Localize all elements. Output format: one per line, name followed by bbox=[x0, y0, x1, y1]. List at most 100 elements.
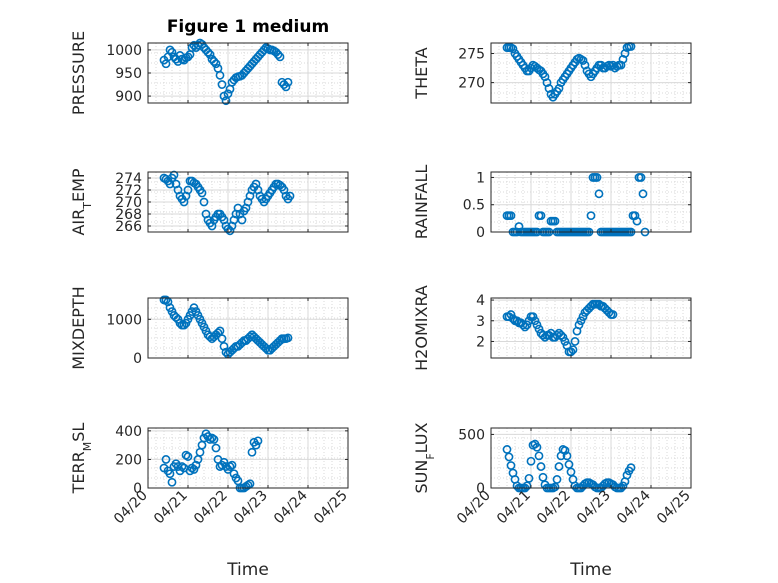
y-tick-label: 400 bbox=[115, 424, 142, 440]
y-tick-label: 500 bbox=[458, 427, 485, 443]
data-point bbox=[550, 216, 560, 226]
data-point bbox=[251, 440, 261, 450]
data-point bbox=[273, 50, 283, 59]
data-point bbox=[532, 320, 542, 330]
y-tick-label: 950 bbox=[115, 66, 142, 82]
axes-box bbox=[490, 171, 692, 233]
x-tick-label: 04/22 bbox=[191, 488, 231, 528]
y-axis-label: SUNFLUX bbox=[412, 422, 437, 493]
data-point bbox=[578, 312, 588, 322]
data-point bbox=[217, 334, 227, 344]
data-point bbox=[223, 89, 233, 99]
y-tick-label: 1 bbox=[476, 170, 485, 186]
data-point bbox=[526, 456, 536, 466]
y-axis-label: PRESSURE bbox=[69, 31, 88, 115]
data-point bbox=[594, 189, 604, 199]
data-point bbox=[229, 469, 239, 479]
data-point bbox=[558, 332, 568, 342]
y-axis-label: RAINFALL bbox=[412, 165, 431, 240]
x-tick-label: 04/24 bbox=[271, 487, 311, 527]
data-point bbox=[524, 473, 534, 483]
y-tick-label: 900 bbox=[115, 89, 142, 105]
data-point bbox=[207, 433, 217, 443]
data-point bbox=[191, 460, 201, 470]
y-axis-label: H2OMIXRA bbox=[412, 285, 431, 371]
data-point bbox=[243, 480, 253, 490]
figure-title: Figure 1 medium bbox=[167, 17, 329, 37]
data-point bbox=[189, 465, 199, 474]
data-point bbox=[560, 337, 570, 346]
data-point bbox=[169, 170, 179, 180]
subplot-4: 0 0.5 1 RAINFALL bbox=[412, 165, 692, 241]
data-point bbox=[237, 215, 247, 225]
data-point bbox=[195, 447, 205, 457]
y-tick-label: 268 bbox=[115, 207, 142, 223]
y-tick-label: 4 bbox=[476, 293, 485, 309]
data-point bbox=[245, 479, 255, 489]
data-point bbox=[622, 470, 632, 480]
data-point bbox=[554, 462, 564, 471]
data-point bbox=[211, 59, 221, 69]
y-axis-label: TERRMSL bbox=[69, 423, 94, 495]
x-tick-label: 04/20 bbox=[454, 488, 494, 528]
y-tick-label: 270 bbox=[115, 195, 142, 211]
data-point bbox=[275, 52, 285, 62]
data-point bbox=[506, 461, 516, 470]
axes-box bbox=[490, 297, 692, 359]
data-point bbox=[514, 222, 524, 231]
y-tick-label: 0 bbox=[133, 351, 142, 367]
data-point bbox=[534, 324, 544, 334]
data-point bbox=[564, 460, 574, 469]
data-point bbox=[283, 77, 293, 87]
data-point bbox=[536, 211, 546, 221]
axes-box bbox=[147, 427, 349, 489]
data-point bbox=[215, 70, 225, 80]
data-point bbox=[219, 457, 229, 467]
x-axis-label: Time bbox=[569, 560, 612, 580]
x-tick-label: 04/23 bbox=[574, 488, 614, 528]
x-tick-label: 04/25 bbox=[311, 488, 351, 528]
data-point bbox=[227, 460, 237, 470]
data-point bbox=[608, 310, 618, 319]
data-point bbox=[520, 322, 530, 332]
data-point bbox=[167, 47, 177, 57]
axes-box bbox=[147, 297, 349, 359]
x-tick-label: 04/22 bbox=[534, 488, 574, 528]
data-point bbox=[165, 45, 175, 55]
data-point bbox=[532, 442, 542, 452]
data-point bbox=[552, 475, 562, 484]
subplot-7: 0 200 400 04/20 04/21 04/22 04/23 04/24 04/25 Tim… bbox=[69, 423, 351, 580]
data-point bbox=[618, 481, 628, 491]
data-point bbox=[592, 173, 602, 182]
data-point bbox=[203, 47, 213, 57]
subplot-2: 270 275 THETA bbox=[412, 42, 692, 104]
data-point bbox=[630, 211, 640, 221]
x-axis-label: Time bbox=[226, 560, 269, 580]
data-point bbox=[161, 455, 171, 464]
data-point bbox=[225, 462, 235, 471]
y-tick-label: 270 bbox=[458, 76, 485, 92]
data-point bbox=[556, 330, 566, 340]
data-point bbox=[518, 320, 528, 330]
y-tick-label: 1000 bbox=[106, 312, 142, 328]
data-point bbox=[181, 450, 191, 460]
x-tick-label: 04/20 bbox=[111, 488, 151, 528]
data-point bbox=[506, 211, 516, 221]
y-axis-label: MIXDEPTH bbox=[69, 286, 88, 369]
data-point bbox=[183, 452, 193, 461]
data-point bbox=[528, 312, 538, 322]
data-point bbox=[197, 188, 207, 198]
data-point bbox=[574, 320, 584, 330]
y-tick-label: 0.5 bbox=[463, 198, 485, 214]
data-point bbox=[173, 462, 183, 471]
data-point bbox=[506, 310, 516, 319]
x-tick-label: 04/25 bbox=[654, 488, 694, 528]
data-point bbox=[167, 477, 177, 487]
data-point bbox=[530, 316, 540, 326]
data-point bbox=[183, 52, 193, 62]
data-point bbox=[247, 447, 257, 457]
data-point bbox=[560, 446, 570, 455]
data-point bbox=[570, 337, 580, 346]
data-point bbox=[508, 44, 518, 54]
